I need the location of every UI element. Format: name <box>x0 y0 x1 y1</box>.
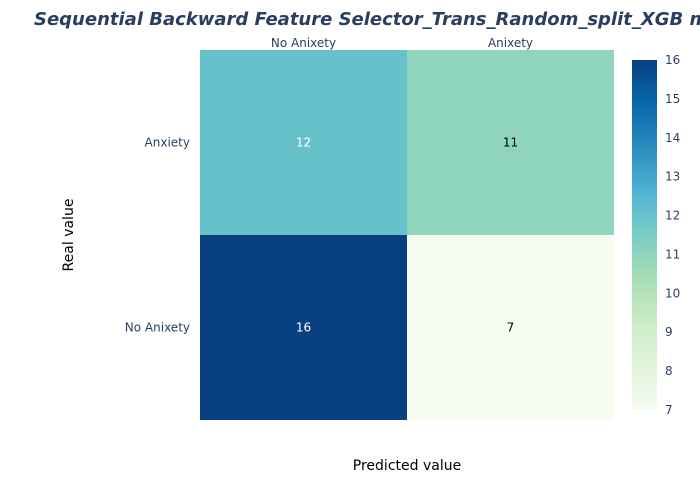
y-tick-label: Anxiety <box>145 136 190 150</box>
cell-value-label: 16 <box>296 321 311 335</box>
heatmap-cell <box>200 50 407 235</box>
heatmap-cells: 12 11 16 7 <box>200 50 614 420</box>
cell-value-label: 7 <box>507 321 515 335</box>
colorbar-tick-label: 11 <box>665 247 680 261</box>
heatmap-cell <box>200 235 407 420</box>
colorbar-tick-label: 16 <box>665 53 680 67</box>
y-tick-label: No Anixety <box>125 321 190 335</box>
cell-value-label: 12 <box>296 136 311 150</box>
heatmap-cell <box>407 50 614 235</box>
colorbar-tick-label: 13 <box>665 170 680 184</box>
colorbar-tick-label: 15 <box>665 92 680 106</box>
colorbar-tick-label: 12 <box>665 209 680 223</box>
x-tick-label: No Anixety <box>271 36 336 50</box>
chart-title: Sequential Backward Feature Selector_Tra… <box>34 9 700 30</box>
colorbar: 16 15 14 13 12 11 10 9 8 7 <box>632 53 680 417</box>
colorbar-tick-label: 8 <box>665 364 673 378</box>
colorbar-tick-label: 9 <box>665 325 673 339</box>
colorbar-tick-label: 7 <box>665 403 673 417</box>
colorbar-gradient <box>632 60 657 410</box>
colorbar-tick-label: 10 <box>665 286 680 300</box>
y-axis-ticks: Anxiety No Anixety <box>125 136 190 335</box>
x-axis-ticks: No Anixety Anixety <box>271 36 533 50</box>
x-tick-label: Anixety <box>488 36 533 50</box>
colorbar-ticks: 16 15 14 13 12 11 10 9 8 7 <box>665 53 680 417</box>
y-axis-label: Real value <box>61 199 77 272</box>
x-axis-label: Predicted value <box>353 458 461 474</box>
heatmap-cell <box>407 235 614 420</box>
cell-value-label: 11 <box>503 136 518 150</box>
colorbar-tick-label: 14 <box>665 131 680 145</box>
